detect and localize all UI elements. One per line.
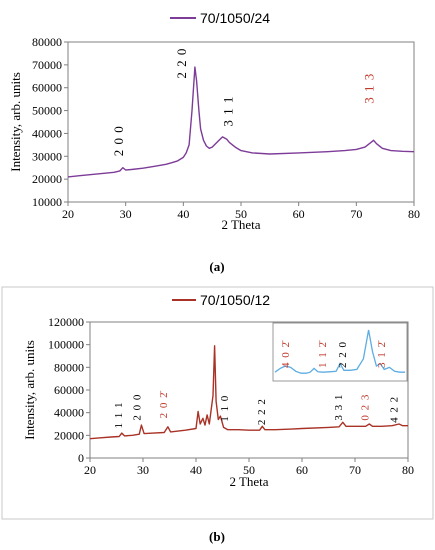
annotations-a: 2 0 0 2 2 0 3 1 1 3 1 3 <box>111 48 377 157</box>
inset-peak-label: 4 0 2̄ <box>280 340 292 368</box>
x-tick-label: 20 <box>84 463 96 477</box>
y-tick-label: 80000 <box>54 360 84 374</box>
plot-frame-a <box>67 41 415 203</box>
y-tick-label: 100000 <box>48 338 84 352</box>
annotations-b: 1 1 1 2 0 0 2 0 2̄ 1 1 0 2 2 2 3 3 1 0 2 3 4 2 … <box>113 390 401 428</box>
peak-label: 4 2 2 <box>388 396 400 423</box>
x-tick-label: 40 <box>190 463 202 477</box>
y-tick-label: 20000 <box>54 428 84 442</box>
y-tick-label: 60000 <box>32 81 62 95</box>
y-tick-label: 20000 <box>32 172 62 186</box>
inset-b: 4 0 2̄ 1 1 2̄ 2 2 0 3 1 2̄ <box>272 322 408 382</box>
y-axis-label-a: Intensity, arb. units <box>8 72 23 172</box>
legend-label-a: 70/1050/24 <box>200 10 270 26</box>
x-tick-label: 30 <box>120 207 132 221</box>
peak-label: 1 1 1 <box>113 402 125 429</box>
y-tick-label: 40000 <box>54 406 84 420</box>
panel-label-a: (a) <box>209 259 224 274</box>
y-tick-label: 50000 <box>32 104 62 118</box>
x-tick-label: 60 <box>296 463 308 477</box>
y-tick-label: 10000 <box>32 195 62 209</box>
series-b <box>89 345 408 440</box>
peak-label: 0 2 3 <box>359 394 371 421</box>
panel-label-b: (b) <box>209 529 225 544</box>
peak-label: 1 1 0 <box>219 395 231 422</box>
y-tick-label: 70000 <box>32 58 62 72</box>
y-tick-label: 120000 <box>48 315 84 329</box>
y-axis-label-b: Intensity, arb. units <box>22 340 37 440</box>
series-a <box>67 66 415 178</box>
x-tick-label: 40 <box>177 207 189 221</box>
x-tick-label: 50 <box>243 463 255 477</box>
legend-b: 70/1050/12 <box>172 292 270 308</box>
peak-label: 2 0 2̄ <box>158 390 170 418</box>
legend-a: 70/1050/24 <box>170 10 270 26</box>
legend-label-b: 70/1050/12 <box>200 292 270 308</box>
x-tick-label: 20 <box>62 207 74 221</box>
peak-label: 2 2 2 <box>256 398 268 425</box>
peak-label: 3 1 1 <box>220 96 235 127</box>
inset-peak-label: 2 2 0 <box>337 341 349 368</box>
panel-b: 70/1050/12 20 30 40 50 60 70 80 0 20000 40000 6000… <box>1 286 434 544</box>
y-tick-label: 80000 <box>32 35 62 49</box>
inset-peak-label: 1 1 2̄ <box>317 340 329 368</box>
x-tick-label: 70 <box>349 463 361 477</box>
inset-peak-label: 3 1 2̄ <box>376 340 388 368</box>
peak-label: 3 3 1 <box>333 394 345 421</box>
inset-series <box>274 329 405 374</box>
x-tick-label: 50 <box>235 207 247 221</box>
x-tick-label: 80 <box>402 463 414 477</box>
y-tick-label: 0 <box>78 451 84 465</box>
y-tick-label: 30000 <box>32 149 62 163</box>
peak-label: 2 0 0 <box>131 394 143 421</box>
x-tick-label: 60 <box>293 207 305 221</box>
panel-a: 70/1050/24 20 30 40 50 60 70 80 10000 20000 30000… <box>8 10 420 274</box>
peak-label: 2 0 0 <box>111 125 126 156</box>
y-tick-label: 40000 <box>32 126 62 140</box>
peak-label: 3 1 3 <box>362 73 377 104</box>
x-tick-label: 80 <box>408 207 420 221</box>
plot-frame-b <box>89 321 409 459</box>
peak-label: 2 2 0 <box>174 48 189 79</box>
inset-labels: 4 0 2̄ 1 1 2̄ 2 2 0 3 1 2̄ <box>280 340 388 368</box>
x-tick-label: 30 <box>137 463 149 477</box>
inset-line <box>274 329 405 374</box>
x-axis-label-b: 2 Theta <box>229 474 268 489</box>
x-axis-label-a: 2 Theta <box>221 217 260 232</box>
axis-ticks-a: 20 30 40 50 60 70 80 10000 20000 30000 40000 50000 6… <box>32 35 420 221</box>
series-line <box>89 345 408 440</box>
series-line <box>67 66 415 178</box>
panel-b-frame <box>1 286 434 520</box>
axis-ticks-b: 20 30 40 50 60 70 80 0 20000 40000 60000 80000 10000… <box>48 315 414 477</box>
x-tick-label: 70 <box>350 207 362 221</box>
y-tick-label: 60000 <box>54 383 84 397</box>
